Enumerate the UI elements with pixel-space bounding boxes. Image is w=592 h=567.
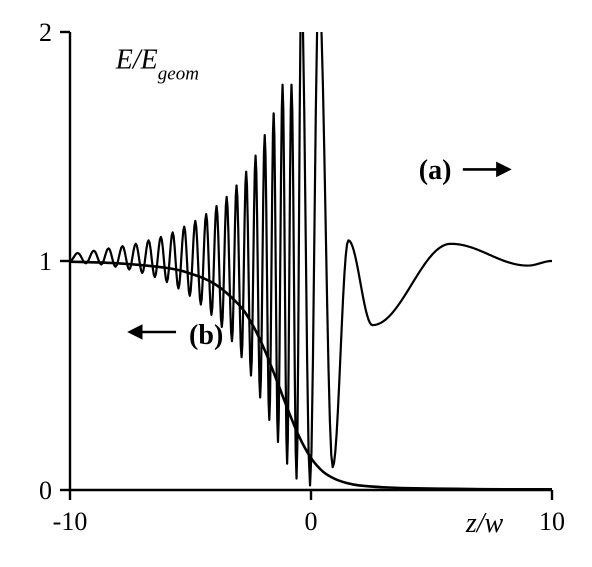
y-tick-label: 2 <box>39 18 52 47</box>
annotation-a-label: (a) <box>419 155 452 186</box>
chart-svg: -10010012z/wE/Egeom(a)(b) <box>0 0 592 567</box>
chart-container: -10010012z/wE/Egeom(a)(b) <box>0 0 592 567</box>
x-axis-title: z/w <box>465 508 504 539</box>
annotation-b-label: (b) <box>189 320 223 351</box>
x-tick-label: 0 <box>305 507 318 536</box>
y-tick-label: 1 <box>39 247 52 276</box>
axes: -10010012z/wE/Egeom <box>39 18 565 539</box>
x-tick-label: -10 <box>53 507 88 536</box>
x-tick-label: 10 <box>539 507 565 536</box>
y-tick-label: 0 <box>39 476 52 505</box>
y-axis-title: E/Egeom <box>115 45 199 85</box>
annotation-a: (a) <box>419 155 509 186</box>
annotation-b: (b) <box>130 320 223 351</box>
